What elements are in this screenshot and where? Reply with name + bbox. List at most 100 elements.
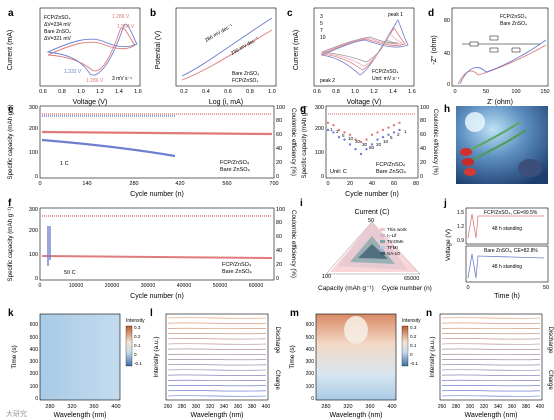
annotation: 1.286 V: [86, 78, 104, 84]
rate-point: [381, 128, 385, 132]
x-tick: 1.2: [96, 89, 104, 95]
rate-point: [376, 131, 379, 134]
x-tick: 400: [262, 404, 271, 410]
spectrum-line: [167, 317, 267, 319]
spectrum-line: [441, 359, 541, 361]
y-axis-label: Specific capacity (mAh g⁻¹): [7, 206, 14, 281]
x-tick: 0.6: [313, 89, 321, 95]
y-tick: 0: [35, 174, 38, 180]
x-axis-label: Wavelength (nm): [53, 412, 106, 419]
legend-swatch: [380, 234, 385, 237]
cv-curve-fcp: [47, 27, 136, 72]
y-tick: 200: [315, 126, 324, 132]
annotation: 48 h standing: [492, 264, 522, 270]
y-axis-label: Specific capacity (mAh g⁻¹): [302, 106, 308, 179]
spectrum-line: [167, 348, 267, 350]
x-axis-label: Cycle number (n): [130, 293, 184, 300]
y-axis-label: Time (s): [289, 345, 296, 369]
x-tick: 80: [413, 181, 419, 187]
rate-point: [381, 136, 385, 139]
spectrum-line: [167, 338, 267, 340]
panel-f: f Specific capacity (mAh g⁻¹) Coulombic …: [7, 198, 297, 300]
x-tick: 360: [365, 404, 374, 410]
annotation: Unit: mV s⁻¹: [372, 76, 400, 82]
rate-point: [387, 126, 390, 129]
y2-tick: 60: [276, 132, 282, 138]
flower-bud: [460, 148, 472, 156]
panel-letter: b: [150, 8, 156, 19]
rate-point: [337, 136, 341, 139]
legend-label: ΔV=321 mV: [44, 36, 71, 42]
x-tick: 340: [220, 404, 229, 410]
x-tick: 0: [326, 181, 329, 187]
legend-label: Bare ZnSO₄: [220, 167, 251, 173]
panel-l: l Intensity (a.u.) Wavelength (nm) 260 2…: [150, 308, 280, 419]
y-tick: 400: [30, 347, 39, 353]
x-tick: 0: [39, 283, 42, 289]
x-tick: 1.0: [268, 89, 276, 95]
y-axis-label: Time (s): [11, 345, 18, 369]
radar-tick: 50: [368, 218, 374, 224]
legend-swatch: [380, 228, 385, 231]
panel-letter: f: [8, 198, 12, 209]
legend-label: 3: [320, 14, 323, 20]
x-tick: 320: [343, 404, 352, 410]
y-axis-label: Current (mA): [293, 30, 300, 70]
plot-frame: [165, 313, 269, 401]
panel-j: j Voltage (V) Time (h) 0 50 0.9 1.2 1.5 …: [443, 198, 549, 300]
x-tick: 20000: [105, 283, 120, 289]
x-tick: 360: [234, 404, 243, 410]
y-tick: 0: [311, 396, 314, 402]
x-axis-label: Wavelength (nm): [329, 412, 382, 419]
panel-letter: a: [8, 8, 14, 19]
annotation: 1.564 V: [117, 24, 135, 30]
legend-label: ΔV=234 mV: [44, 22, 71, 28]
colorbar-label: Intensity: [402, 318, 421, 324]
y2-tick: 40: [276, 248, 282, 254]
spectrum-line: [441, 322, 541, 324]
panel-h: h: [444, 104, 548, 184]
nyquist-curve-fcp: [457, 44, 547, 85]
discharge-label: Discharge: [547, 326, 553, 354]
x-tick: 280: [321, 404, 330, 410]
plot-frame: [39, 105, 275, 179]
annotation: FCP/ZnSO₄, CE=99.5%: [484, 210, 538, 216]
spectrum-line: [441, 395, 541, 397]
glove: [518, 159, 542, 177]
spectrum-line: [441, 374, 541, 376]
y-tick: 300: [29, 207, 38, 213]
spectrum-line: [167, 327, 267, 329]
x-axis-label: Time (h): [494, 293, 520, 300]
spectrum-line: [167, 343, 267, 345]
y-tick: 0: [35, 276, 38, 282]
x-tick: 0.8: [332, 89, 340, 95]
rate-label: 10: [348, 136, 354, 141]
y2-tick: 0: [420, 174, 423, 180]
x-tick: 1.0: [77, 89, 85, 95]
x-tick: 50: [483, 89, 489, 95]
x-tick: 20: [347, 181, 353, 187]
y-tick: 200: [29, 126, 38, 132]
capacity-series-bare: [41, 138, 176, 158]
spectra-lines: [441, 317, 541, 397]
panel-letter: l: [150, 308, 153, 319]
y-axis-label: Current (mA): [7, 30, 14, 70]
x-axis-label: Wavelength (nm): [190, 412, 243, 419]
spectrum-line: [441, 379, 541, 381]
y2-tick: 80: [276, 220, 282, 226]
panel-e: e Specific capacity (mAh g⁻¹) Coulombic …: [7, 104, 297, 198]
rate-label: 30: [362, 142, 368, 147]
equivalent-circuit: [462, 35, 540, 53]
spectrum-line: [441, 353, 541, 355]
panel-letter: h: [444, 104, 450, 115]
rate-label: 1: [404, 129, 407, 134]
rate-point: [370, 133, 374, 136]
cv-curve: [320, 33, 404, 67]
x-tick: 280: [452, 404, 461, 410]
legend-label: FCP/ZnSO₄: [44, 15, 71, 21]
spectrum-line: [441, 369, 541, 371]
charge-label: Charge: [274, 370, 280, 390]
rate-label: 5: [390, 135, 393, 140]
spectrum-line: [167, 395, 267, 397]
